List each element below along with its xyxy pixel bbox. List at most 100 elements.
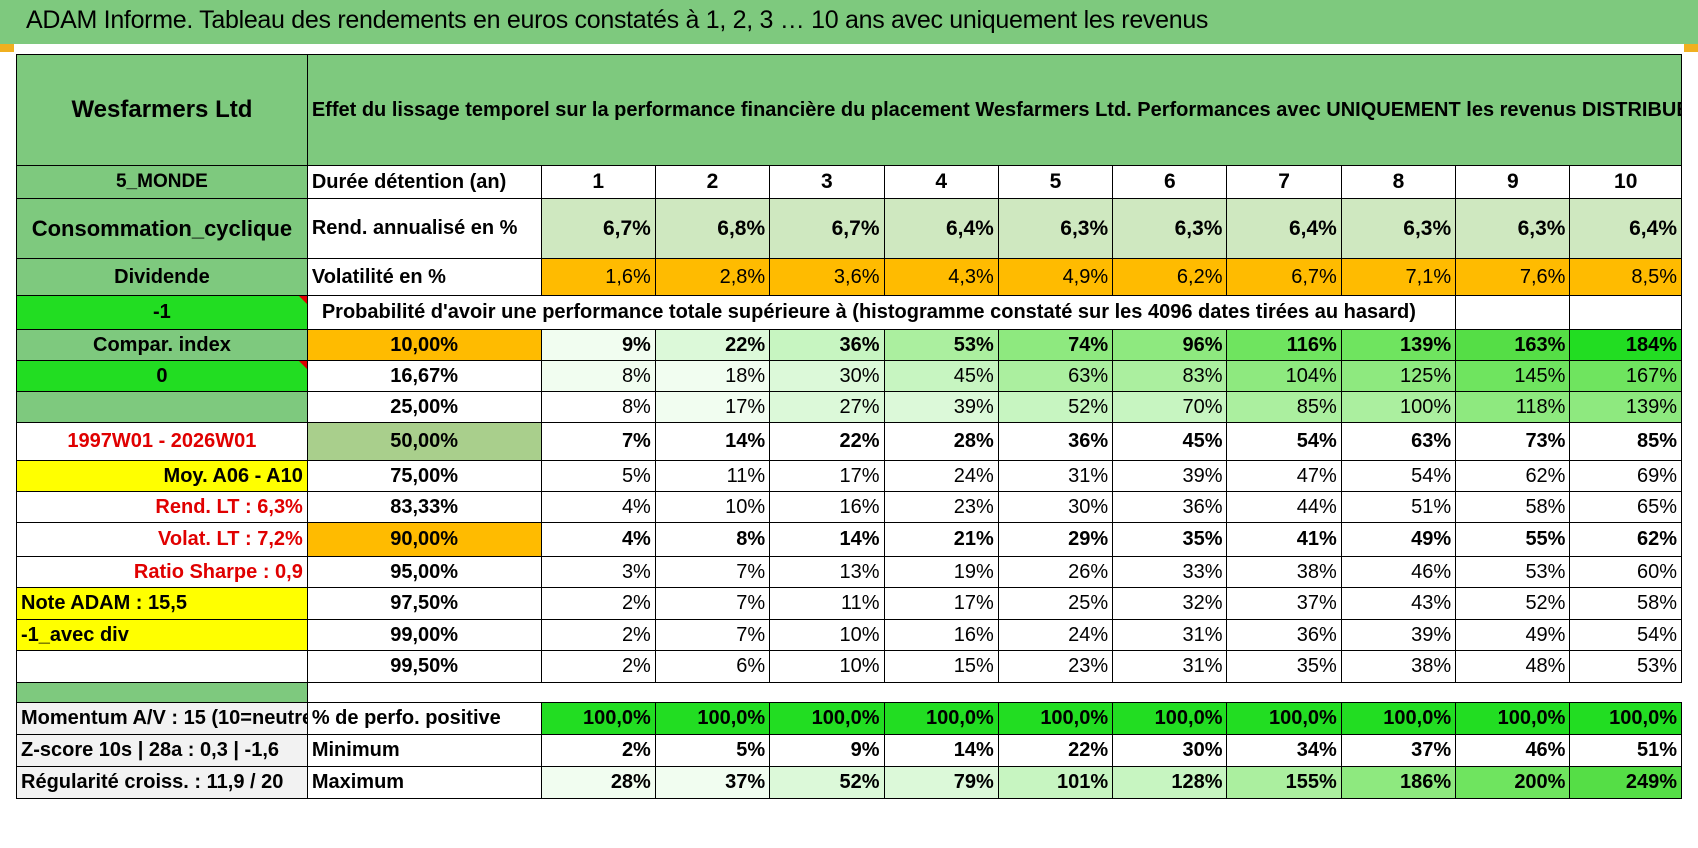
quantile-value: 65% (1569, 491, 1682, 523)
bottom-value: 155% (1226, 766, 1342, 799)
quantile-value: 70% (1112, 391, 1228, 423)
bottom-left-label: Momentum A/V : 15 (10=neutre) (16, 702, 308, 735)
quantile-label: 10,00% (306, 329, 542, 361)
quantile-value: 31% (997, 460, 1114, 492)
bottom-value: 100,0% (1112, 702, 1228, 735)
quantile-value: 54% (1340, 460, 1457, 492)
quantile-value: 8% (540, 360, 656, 392)
empty-side (16, 391, 308, 423)
year-header: 3 (769, 165, 885, 199)
proba-label: Probabilité d'avoir une performance tota… (306, 295, 1457, 330)
quantile-value: 163% (1455, 329, 1571, 361)
rend-value: 6,3% (1340, 198, 1457, 259)
quantile-value: 35% (1226, 650, 1342, 683)
year-header: 4 (883, 165, 999, 199)
bottom-left-label: Régularité croiss. : 11,9 / 20 (16, 766, 308, 799)
quantile-value: 17% (654, 391, 771, 423)
quantile-value: 62% (1569, 522, 1682, 557)
quantile-value: 36% (769, 329, 885, 361)
quantile-value: 2% (540, 619, 656, 651)
quantile-value: 54% (1569, 619, 1682, 651)
quantile-value: 7% (654, 619, 771, 651)
quantile-value: 48% (1455, 650, 1571, 683)
bottom-value: 100,0% (997, 702, 1114, 735)
vol-value: 8,5% (1569, 258, 1682, 296)
rend-value: 6,3% (1455, 198, 1571, 259)
quantile-value: 43% (1340, 587, 1457, 620)
quantile-value: 9% (540, 329, 656, 361)
volat-lt-label: Volat. LT : 7,2% (16, 522, 308, 557)
quantile-value: 38% (1340, 650, 1457, 683)
rend-value: 6,4% (883, 198, 999, 259)
vol-value: 2,8% (654, 258, 771, 296)
vol-value: 6,2% (1112, 258, 1228, 296)
quantile-value: 30% (769, 360, 885, 392)
company-name: Wesfarmers Ltd (16, 54, 308, 166)
quantile-value: 52% (997, 391, 1114, 423)
report-title-bar: ADAM Informe. Tableau des rendements en … (0, 0, 1698, 44)
quantile-value: 49% (1455, 619, 1571, 651)
quantile-value: 22% (654, 329, 771, 361)
quantile-label: 99,50% (306, 650, 542, 683)
bottom-value: 22% (997, 734, 1114, 767)
quantile-value: 58% (1569, 587, 1682, 620)
quantile-label: 16,67% (306, 360, 542, 392)
bottom-value: 100,0% (769, 702, 885, 735)
quantile-value: 36% (1112, 491, 1228, 523)
quantile-value: 63% (1340, 422, 1457, 461)
performance-table: Wesfarmers Ltd Effet du lissage temporel… (16, 54, 1683, 799)
bottom-value: 30% (1112, 734, 1228, 767)
quantile-value: 10% (654, 491, 771, 523)
quantile-value: 69% (1569, 460, 1682, 492)
year-header: 2 (654, 165, 771, 199)
quantile-value: 14% (769, 522, 885, 557)
quantile-label: 50,00% (306, 422, 542, 461)
bottom-value: 79% (883, 766, 999, 799)
quantile-value: 41% (1226, 522, 1342, 557)
quantile-value: 46% (1340, 556, 1457, 588)
bottom-value: 100,0% (1226, 702, 1342, 735)
quantile-value: 30% (997, 491, 1114, 523)
quantile-value: 83% (1112, 360, 1228, 392)
quantile-value: 10% (769, 650, 885, 683)
quantile-value: 63% (997, 360, 1114, 392)
vol-value: 1,6% (540, 258, 656, 296)
quantile-value: 44% (1226, 491, 1342, 523)
quantile-value: 7% (654, 587, 771, 620)
quantile-value: 53% (883, 329, 999, 361)
quantile-value: 16% (883, 619, 999, 651)
bottom-row-label: Maximum (306, 766, 542, 799)
quantile-value: 54% (1226, 422, 1342, 461)
quantile-value: 184% (1569, 329, 1682, 361)
quantile-value: 23% (883, 491, 999, 523)
quantile-value: 53% (1455, 556, 1571, 588)
quantile-value: 33% (1112, 556, 1228, 588)
quantile-value: 39% (883, 391, 999, 423)
quantile-value: 60% (1569, 556, 1682, 588)
quantile-value: 55% (1455, 522, 1571, 557)
bottom-left-label: Z-score 10s | 28a : 0,3 | -1,6 (16, 734, 308, 767)
rend-value: 6,4% (1569, 198, 1682, 259)
quantile-value: 8% (654, 522, 771, 557)
quantile-value: 45% (1112, 422, 1228, 461)
quantile-value: 53% (1569, 650, 1682, 683)
sharpe-label: Ratio Sharpe : 0,9 (16, 556, 308, 588)
quantile-value: 28% (883, 422, 999, 461)
rend-label: Rend. annualisé en % (306, 198, 542, 259)
vol-value: 3,6% (769, 258, 885, 296)
bottom-value: 37% (1340, 734, 1457, 767)
note-label: Note ADAM : 15,5 (16, 587, 308, 620)
quantile-value: 31% (1112, 619, 1228, 651)
quantile-value: 22% (769, 422, 885, 461)
quantile-value: 24% (883, 460, 999, 492)
quantile-value: 38% (1226, 556, 1342, 588)
quantile-value: 139% (1340, 329, 1457, 361)
bottom-row-label: % de perfo. positive (306, 702, 542, 735)
quantile-value: 2% (540, 650, 656, 683)
quantile-value: 26% (997, 556, 1114, 588)
quantile-label: 99,00% (306, 619, 542, 651)
quantile-value: 100% (1340, 391, 1457, 423)
quantile-value: 4% (540, 491, 656, 523)
bottom-value: 51% (1569, 734, 1682, 767)
bottom-value: 100,0% (1455, 702, 1571, 735)
